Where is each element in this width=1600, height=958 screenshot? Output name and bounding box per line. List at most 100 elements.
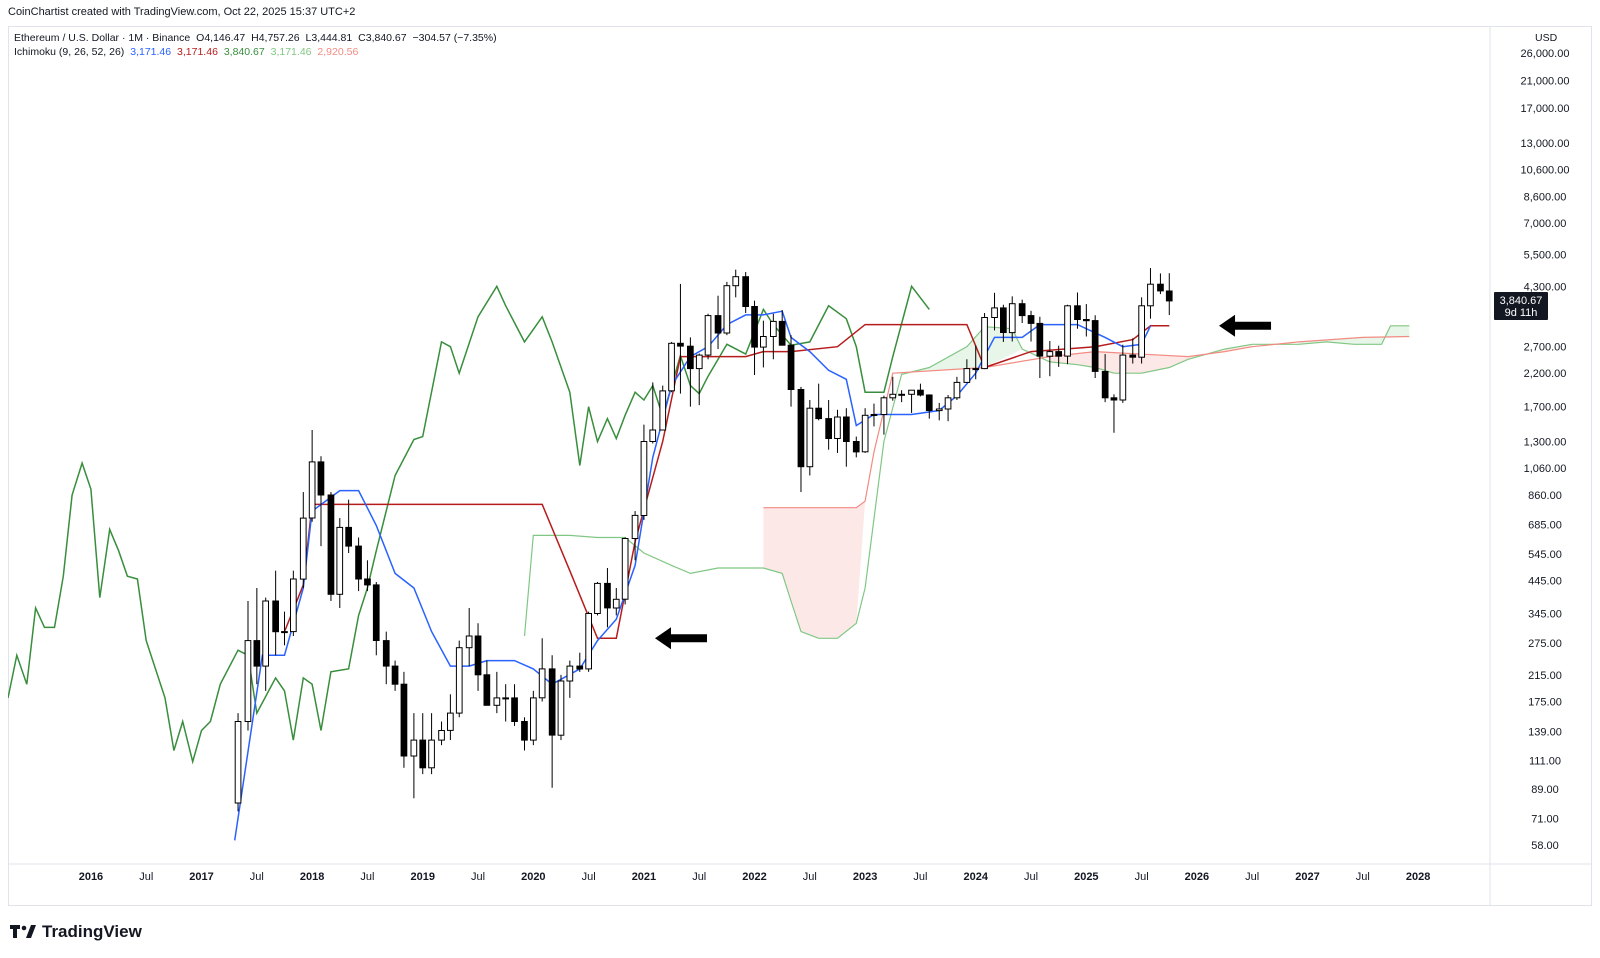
candle-body [410,739,418,757]
candle [640,424,648,520]
candle [825,399,832,450]
price-tick-label: 445.00 [1528,575,1562,587]
candle-body [963,368,971,383]
candle-body [391,665,399,685]
candle-body [281,631,288,634]
candle [428,713,435,775]
candle [502,684,509,722]
candle [935,402,943,421]
price-tick-label: 2,200.00 [1524,368,1567,380]
bar-countdown: 9d 11h [1505,307,1538,319]
candle-body [1091,320,1099,372]
candle-body [1074,305,1081,320]
candle [917,383,924,397]
price-tick-label: 58.00 [1531,840,1559,852]
candle [714,295,722,350]
symbol-legend-row[interactable]: Ethereum / U.S. Dollar · 1M · Binance O4… [14,31,500,45]
candle [723,281,731,336]
tradingview-logo-icon [10,925,36,939]
price-tick-label: 111.00 [1529,756,1561,768]
indicator-legend-row[interactable]: Ichimoku (9, 26, 52, 26) 3,171.46 3,171.… [14,45,500,59]
candle-body [1008,303,1016,334]
candle-body [649,429,657,442]
indicator-name: Ichimoku (9, 26, 52, 26) [14,46,125,58]
candle-body [925,394,933,411]
price-tick-label: 10,600.00 [1521,164,1570,176]
candle [281,611,288,646]
candle-body [917,389,924,396]
time-tick-label: 2027 [1295,871,1319,883]
candle-body [244,640,252,722]
candle [1074,292,1081,329]
candle [880,395,888,435]
candle-body [1110,397,1118,401]
candle [548,655,556,788]
brand-name: TradingView [42,922,142,941]
candle-body [797,389,805,468]
candle-body [687,345,694,370]
candle-body [566,665,574,682]
candle [981,313,988,370]
time-tick-label: Jul [913,871,927,883]
candle-body [1018,303,1026,317]
time-tick-label: Jul [692,871,706,883]
time-tick-label: Jul [250,871,264,883]
tradingview-brand[interactable]: TradingView [10,922,142,942]
candle-body [511,697,518,723]
cloud-bear-2025 [1049,344,1253,374]
candle-body [336,526,344,595]
candle-body [806,407,814,468]
candle [327,492,335,601]
candle-body [1046,351,1054,357]
candle [336,518,344,608]
candle [455,640,463,718]
candle [438,721,445,746]
candle-body [861,414,869,453]
candle [944,394,952,422]
candle-body [327,494,335,595]
candle [1008,296,1016,342]
candle [770,313,777,360]
price-tick-label: 5,500.00 [1524,249,1567,261]
price-tick-label: 2,700.00 [1524,342,1567,354]
candle [465,607,473,667]
time-tick-label: Jul [582,871,596,883]
candle-body [493,697,501,706]
time-tick-label: Jul [1024,871,1038,883]
candle [372,581,380,656]
candle [447,694,454,741]
candle-body [612,598,620,609]
candle [1138,297,1146,364]
candle [631,511,639,561]
candle [1083,304,1090,337]
candle-body [483,674,491,706]
lagging-span-line [8,284,930,765]
conversion-line [233,310,1152,841]
candle [511,684,518,726]
conversion-value: 3,171.46 [130,46,172,58]
candle [649,382,657,444]
plot-area [8,268,1410,841]
candle [870,403,878,427]
time-tick-label: 2017 [189,871,213,883]
candle-body [723,285,731,334]
candle-body [1064,305,1071,357]
price-tick-label: 545.00 [1528,549,1562,561]
time-tick-label: 2025 [1074,871,1098,883]
candle [898,390,905,403]
candle-body [299,517,307,580]
candle-body [372,584,380,642]
candle [1046,341,1054,377]
candle-body [825,418,832,440]
ohlc-change: −304.57 (−7.35%) [412,32,497,44]
price-tick-label: 1,300.00 [1524,436,1567,448]
leading-span-a-line [523,325,1410,639]
candle-body [898,393,905,396]
candle-body [742,276,749,308]
candle-body [972,368,980,371]
candle [299,492,307,588]
time-tick-label: Jul [1135,871,1149,883]
candle-body [474,635,482,676]
candle [704,313,712,360]
